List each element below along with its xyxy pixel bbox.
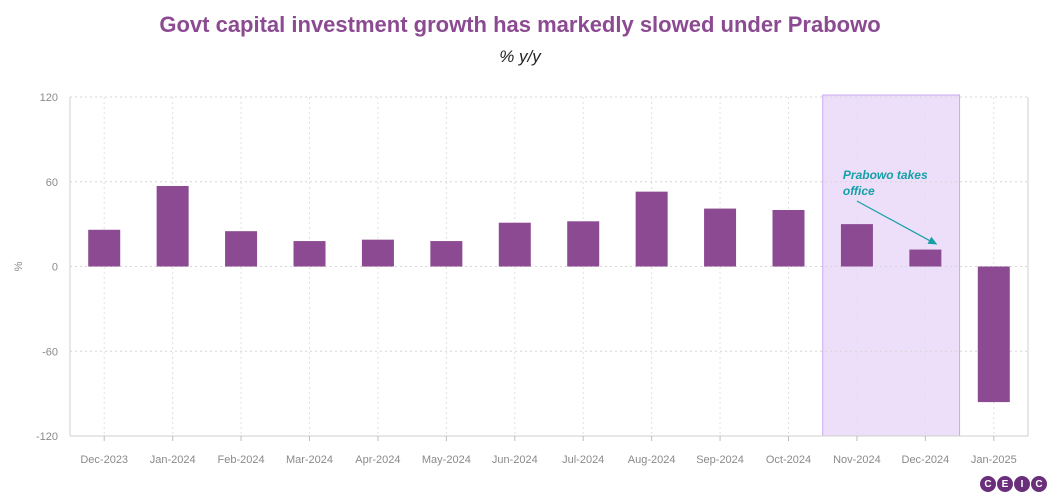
chart-subtitle: % y/y: [499, 47, 541, 66]
logo-letter: C: [1031, 476, 1047, 492]
annotation-text: Prabowo takes: [843, 168, 928, 182]
x-tick-label: Dec-2023: [80, 454, 128, 466]
bar: [156, 185, 189, 267]
x-tick-label: May-2024: [422, 454, 471, 466]
y-tick-label: -60: [42, 346, 58, 358]
bar: [977, 266, 1010, 403]
bar: [704, 208, 737, 267]
x-tick-label: Jan-2025: [971, 454, 1017, 466]
chart-title: Govt capital investment growth has marke…: [159, 12, 881, 37]
x-tick-label: Jan-2024: [150, 454, 196, 466]
y-axis-label: %: [13, 261, 25, 271]
bar: [293, 241, 326, 267]
annotation-arrow-head: [927, 236, 938, 245]
y-tick-label: -120: [36, 431, 58, 443]
x-tick-label: Apr-2024: [355, 454, 400, 466]
bar: [498, 222, 531, 267]
logo-letter: E: [997, 476, 1013, 492]
x-tick-label: Aug-2024: [628, 454, 676, 466]
bar: [909, 249, 942, 267]
y-tick-label: 0: [52, 262, 58, 274]
bar: [225, 231, 258, 267]
y-tick-label: 120: [40, 92, 58, 104]
bar: [361, 239, 394, 267]
bar: [88, 229, 121, 267]
x-tick-label: Nov-2024: [833, 454, 881, 466]
bar: [567, 221, 600, 267]
bar: [840, 224, 873, 267]
x-tick-label: Mar-2024: [286, 454, 333, 466]
y-tick-label: 60: [46, 177, 58, 189]
logo-letter: C: [980, 476, 996, 492]
bar: [772, 210, 805, 267]
x-tick-label: Feb-2024: [218, 454, 265, 466]
annotation-arrow-line: [856, 200, 932, 243]
bar: [635, 191, 668, 267]
ceic-logo: C E I C: [980, 476, 1047, 492]
logo-letter: I: [1014, 476, 1030, 492]
x-tick-label: Jun-2024: [492, 454, 538, 466]
x-tick-label: Oct-2024: [766, 454, 811, 466]
x-tick-label: Sep-2024: [696, 454, 744, 466]
x-tick-label: Jul-2024: [562, 454, 604, 466]
x-tick-label: Dec-2024: [902, 454, 950, 466]
bar: [430, 241, 463, 267]
annotation-text: office: [843, 184, 875, 198]
